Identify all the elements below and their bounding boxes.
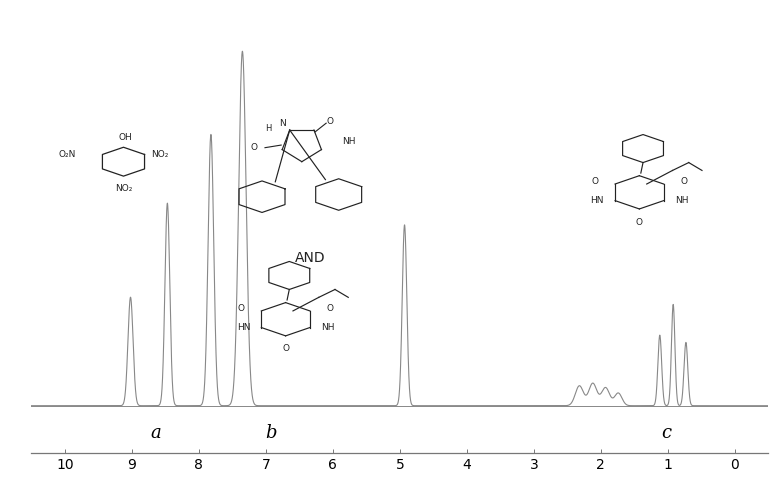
Text: O₂N: O₂N bbox=[58, 150, 75, 159]
Text: NH: NH bbox=[343, 137, 356, 146]
Text: O: O bbox=[592, 178, 599, 186]
Text: HN: HN bbox=[237, 323, 250, 332]
Text: c: c bbox=[662, 424, 672, 442]
Text: N: N bbox=[279, 119, 286, 128]
Text: b: b bbox=[266, 424, 277, 442]
Text: O: O bbox=[326, 304, 333, 313]
Text: O: O bbox=[250, 143, 257, 152]
Text: O: O bbox=[326, 117, 333, 126]
Text: O: O bbox=[238, 304, 245, 313]
Text: NO₂: NO₂ bbox=[114, 184, 132, 193]
Text: a: a bbox=[150, 424, 161, 442]
Text: HN: HN bbox=[590, 196, 604, 205]
Text: OH: OH bbox=[119, 133, 132, 142]
Text: H: H bbox=[265, 124, 271, 133]
Text: NH: NH bbox=[321, 323, 335, 332]
Text: NH: NH bbox=[675, 196, 688, 205]
Text: O: O bbox=[282, 345, 289, 354]
Text: O: O bbox=[636, 218, 643, 226]
Text: O: O bbox=[680, 178, 687, 186]
Text: NO₂: NO₂ bbox=[151, 150, 169, 159]
Text: AND: AND bbox=[295, 251, 325, 265]
